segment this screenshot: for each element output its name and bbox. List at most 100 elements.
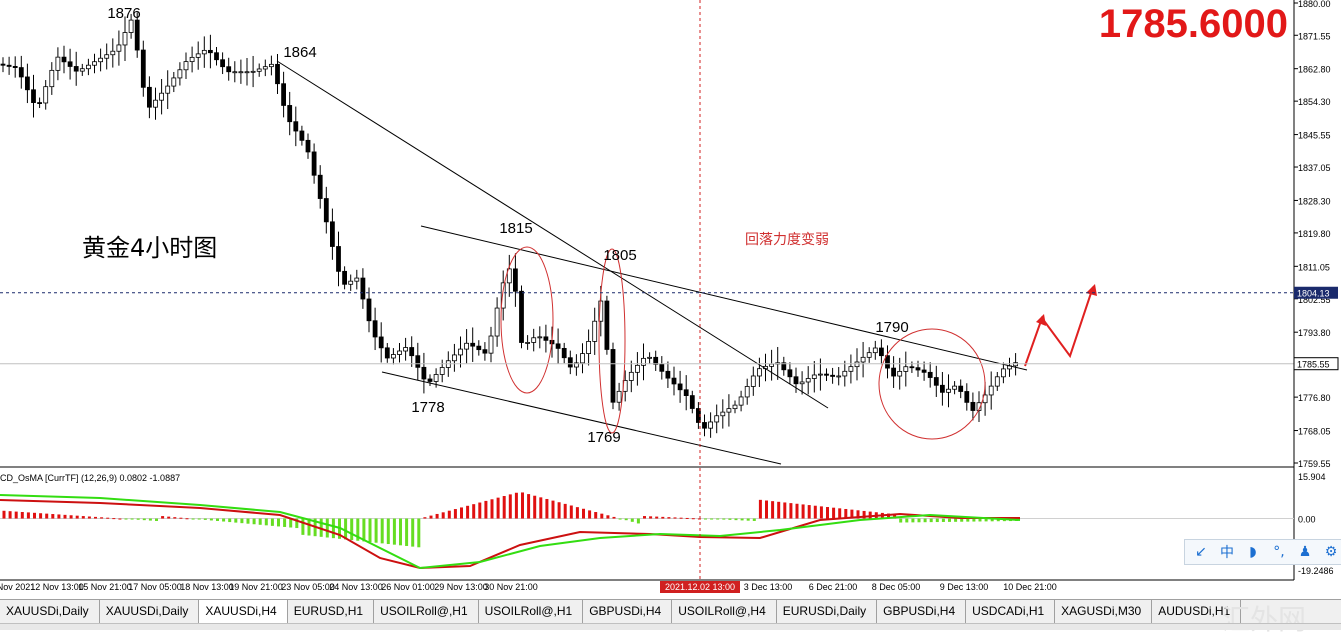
candle-body	[580, 353, 585, 364]
osma-bar	[661, 516, 665, 519]
osma-bar	[575, 507, 579, 519]
candle-body	[49, 69, 55, 88]
chart-note: 回落力度变弱	[745, 232, 829, 248]
osma-bar	[209, 518, 213, 521]
chart-toolbox[interactable]: ↙ 中 ◗ °, ♟ ⚙	[1184, 539, 1341, 565]
tab-xauusd-daily-1[interactable]: XAUUSDi,Daily	[0, 600, 100, 624]
candle-body	[671, 377, 677, 385]
osma-bar	[380, 518, 384, 544]
y-tick-label: 1880.00	[1298, 0, 1331, 9]
tab-usoilroll-h1-2[interactable]: USOILRoll@,H1	[479, 600, 584, 624]
candle-body	[854, 361, 860, 368]
osma-bar	[691, 518, 695, 520]
osma-bar	[185, 518, 189, 520]
price-chart[interactable]: 1876 1864 1815 1805 1790 1778 1769 黄金4小时图 回落力度变弱…	[0, 0, 1341, 600]
y-tick-label: 1837.05	[1298, 163, 1331, 173]
osma-bar	[771, 501, 775, 519]
osma-bar	[124, 518, 128, 520]
candle-body	[378, 336, 384, 349]
osma-bar	[234, 518, 238, 523]
candle-body	[714, 415, 720, 423]
osma-bar	[923, 518, 927, 523]
user-icon[interactable]: ♟	[1298, 544, 1312, 560]
candle-body	[750, 375, 756, 387]
candle-body	[531, 337, 537, 343]
osma-bar	[478, 502, 482, 519]
osma-bar	[722, 518, 726, 520]
candle-body	[470, 342, 476, 347]
x-tick-label: 15 Nov 21:00	[78, 582, 132, 592]
candle-body	[397, 350, 402, 355]
candle-body	[366, 298, 372, 322]
candle-body	[513, 268, 518, 292]
osma-bar	[765, 500, 768, 519]
y-tick-label: 1862.80	[1298, 65, 1331, 75]
osma-bar	[325, 518, 329, 538]
x-tick-highlight-box	[660, 581, 740, 593]
osma-bar	[228, 518, 232, 523]
osma-bar	[795, 503, 799, 519]
price-label: 1876	[107, 5, 140, 22]
moon-icon[interactable]: ◗	[1249, 544, 1257, 560]
osma-bar	[307, 518, 311, 536]
candle-body	[726, 408, 732, 413]
candle-body	[311, 151, 317, 176]
osma-bar	[203, 518, 207, 520]
osma-bar	[649, 516, 653, 519]
candle-body	[988, 385, 994, 396]
osma-bar	[447, 510, 451, 519]
osma-bar	[893, 514, 897, 519]
candle-body	[37, 102, 42, 104]
candle-body	[964, 391, 970, 403]
candle-body	[616, 390, 622, 403]
candle-body	[451, 354, 457, 362]
candle-body	[232, 71, 238, 74]
candle-body	[433, 374, 439, 382]
candle-body	[610, 349, 616, 403]
osma-bar	[777, 501, 781, 519]
y-tick-label: 1759.55	[1298, 459, 1331, 469]
osma-bar	[941, 518, 945, 522]
tab-xauusd-daily-2[interactable]: XAUUSDi,Daily	[100, 600, 200, 624]
osma-bar	[697, 518, 701, 520]
candle-body	[488, 335, 494, 354]
osma-bar	[374, 518, 378, 543]
osma-bar	[838, 508, 842, 519]
tab-usoilroll-h4[interactable]: USOILRoll@,H4	[672, 600, 777, 624]
candle-body	[220, 59, 226, 68]
osma-signal-green	[0, 494, 1021, 570]
tab-eurusd-daily[interactable]: EURUSDi,Daily	[777, 600, 878, 624]
tab-audusd-h1[interactable]: AUDUSDi,H1	[1152, 600, 1242, 624]
tab-xauusd-h4[interactable]: XAUUSDi,H4	[199, 600, 288, 626]
tab-usoilroll-h1-1[interactable]: USOILRoll@,H1	[374, 600, 479, 624]
osma-bar	[368, 518, 372, 543]
tab-usdcad-h1[interactable]: USDCADi,H1	[966, 600, 1056, 624]
input-method-icon[interactable]: 中	[1220, 545, 1234, 561]
osma-bar	[484, 500, 488, 519]
candle-body	[781, 362, 787, 371]
y-tick-label: 1793.80	[1298, 328, 1331, 338]
gear-icon[interactable]: ⚙	[1324, 544, 1338, 560]
punctuation-icon[interactable]: °,	[1273, 544, 1285, 560]
osma-bar	[557, 502, 561, 519]
osma-bar	[100, 517, 104, 519]
osma-bar	[429, 515, 433, 519]
tab-eurusd-h1[interactable]: EURUSD,H1	[288, 600, 375, 624]
tab-gbpusd-h4-1[interactable]: GBPUSDi,H4	[583, 600, 673, 624]
osma-bar	[222, 518, 226, 522]
tab-xagusd-m30[interactable]: XAGUSDi,M30	[1055, 600, 1153, 624]
osma-bar	[295, 518, 299, 529]
price-label: 1769	[587, 429, 620, 446]
trendline-down	[276, 60, 829, 409]
osma-bar	[277, 518, 280, 527]
osma-bar	[118, 518, 122, 520]
candle-body	[12, 66, 18, 68]
osma-bar	[216, 518, 219, 521]
candle-body	[329, 221, 335, 247]
osma-bar	[948, 518, 951, 522]
tab-gbpusd-h4-2[interactable]: GBPUSDi,H4	[877, 600, 967, 624]
osma-bar	[618, 518, 622, 520]
osma-bar	[197, 518, 201, 520]
osma-bar	[899, 518, 903, 523]
cursor-arrow-icon[interactable]: ↙	[1195, 544, 1207, 560]
